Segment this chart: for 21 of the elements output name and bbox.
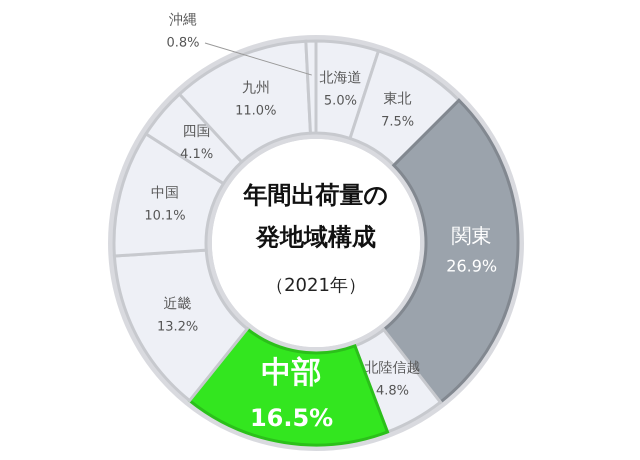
slice-label: 九州 — [242, 80, 270, 96]
data-label: 7.5% — [381, 114, 414, 130]
text: 年間出荷量の発地域構成 — [242, 181, 388, 251]
data-label: 0.8% — [166, 36, 200, 51]
slice-label: 近畿 — [164, 296, 192, 312]
text: （2021年） — [266, 275, 366, 296]
data-label: 4.8% — [376, 384, 410, 399]
slice-label: 北陸信越 — [364, 360, 421, 376]
data-label: 4.1% — [180, 147, 214, 162]
data-label: 11.0% — [235, 104, 276, 119]
slice-label: 沖縄 — [169, 12, 197, 28]
data-label: 10.1% — [144, 208, 186, 224]
data-label: 16.5% — [250, 404, 334, 432]
data-label: 13.2% — [156, 320, 198, 335]
slice-label: 東北 — [384, 91, 412, 108]
data-label: 5.0% — [324, 94, 357, 109]
slice-label: 関東 — [452, 224, 492, 248]
slice-label: 中部 — [262, 355, 322, 390]
slice-label: 北海道 — [319, 70, 362, 86]
data-label: 26.9% — [446, 256, 498, 276]
slice-label: 中国 — [150, 184, 179, 201]
